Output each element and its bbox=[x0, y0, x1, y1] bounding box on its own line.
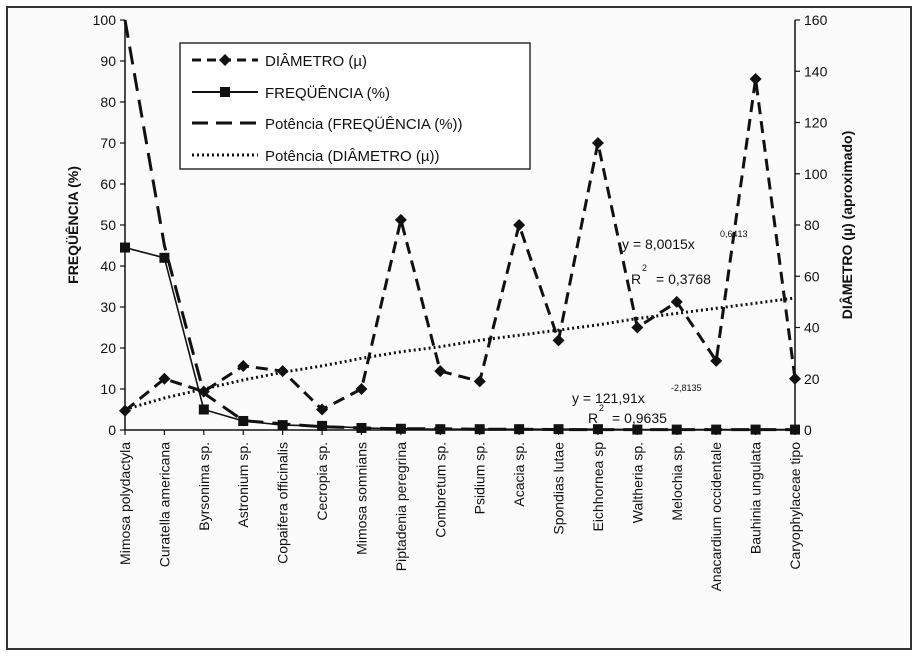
y-right-tick-label: 20 bbox=[804, 371, 820, 387]
legend-label: FREQÜÊNCIA (%) bbox=[265, 84, 390, 102]
x-category-label: Spondias lutae bbox=[551, 442, 567, 535]
y-right-tick-label: 60 bbox=[804, 268, 820, 284]
y-left-tick-label: 80 bbox=[100, 94, 116, 110]
data-point-square bbox=[198, 404, 209, 415]
legend-label: Potência (FREQÜÊNCIA (%)) bbox=[265, 115, 463, 133]
x-category-label: Cecropia sp. bbox=[314, 442, 330, 521]
y-right-tick-label: 160 bbox=[804, 12, 828, 28]
data-point-diamond bbox=[710, 354, 723, 367]
x-category-label: Acacia sp. bbox=[511, 442, 527, 507]
legend-box bbox=[179, 42, 531, 170]
x-category-label: Mimosa somnians bbox=[353, 442, 369, 555]
data-point-diamond bbox=[670, 295, 683, 308]
x-category-label: Anacardium occidentale bbox=[708, 442, 724, 592]
series-0 bbox=[119, 72, 801, 417]
data-point-square bbox=[474, 424, 485, 435]
x-category-label: Astronium sp. bbox=[235, 442, 251, 528]
y-left-tick-label: 60 bbox=[100, 176, 116, 192]
data-point-diamond bbox=[394, 213, 407, 226]
y-right-axis-title: DIÂMETRO (µ) (aproximado) bbox=[838, 131, 855, 320]
data-point-diamond bbox=[158, 372, 171, 385]
series-2 bbox=[123, 19, 795, 432]
x-category-label: Piptadenia peregrina bbox=[393, 442, 409, 571]
legend-entry-potencia-diametro: Potência (DIÂMETRO (µ)) bbox=[192, 148, 440, 165]
data-point-diamond bbox=[591, 137, 604, 149]
x-category-label: Byrsonima sp. bbox=[196, 442, 212, 531]
y-left-tick-label: 0 bbox=[108, 422, 116, 438]
data-point-square bbox=[317, 420, 328, 431]
legend: DIÂMETRO (µ) FREQÜÊNCIA (%) Potência (FR… bbox=[179, 42, 531, 170]
equation-exponent: -2,8135 bbox=[671, 383, 702, 393]
diametro-equation: y = 8,0015x 0,6413 R 2 = 0,3768 bbox=[622, 229, 748, 287]
data-point-diamond bbox=[119, 404, 131, 417]
series-line bbox=[124, 296, 796, 411]
data-point-square bbox=[238, 415, 249, 426]
x-category-label: Melochia sp. bbox=[669, 442, 685, 521]
equation-text: y = 121,91x bbox=[572, 390, 645, 406]
data-point-diamond bbox=[552, 334, 565, 347]
data-point-diamond bbox=[276, 365, 289, 378]
y-left-axis-title: FREQÜÊNCIA (%) bbox=[64, 166, 81, 284]
x-category-label: Mimosa polydactyla bbox=[117, 442, 133, 565]
y-right-tick-label: 80 bbox=[804, 217, 820, 233]
r-squared-label: R bbox=[631, 271, 641, 287]
legend-entry-potencia-frequencia: Potência (FREQÜÊNCIA (%)) bbox=[192, 115, 463, 133]
data-point-square bbox=[395, 423, 406, 434]
data-point-diamond bbox=[513, 219, 526, 231]
r-squared-value: = 0,9635 bbox=[612, 410, 667, 426]
x-category-label: Combretum sp. bbox=[432, 442, 448, 538]
square-marker-icon bbox=[220, 87, 230, 97]
y-right-tick-label: 40 bbox=[804, 320, 820, 336]
y-left-tick-label: 40 bbox=[100, 258, 116, 274]
frequencia-equation: y = 121,91x -2,8135 R 2 = 0,9635 bbox=[572, 383, 702, 426]
data-point-square bbox=[671, 424, 682, 435]
y-right-tick-label: 140 bbox=[804, 63, 828, 79]
x-category-label: Waltheria sp. bbox=[629, 442, 645, 523]
equation-exponent: 0,6413 bbox=[720, 229, 748, 239]
series-line bbox=[124, 77, 797, 412]
x-category-label: Copaifera officinalis bbox=[275, 442, 291, 564]
data-point-diamond bbox=[316, 403, 329, 416]
y-left-tick-label: 90 bbox=[100, 53, 116, 69]
y-left-tick-label: 70 bbox=[100, 135, 116, 151]
axes: 0 10 20 30 40 50 60 70 80 90 100 0 20 40 60 80 100 120 140… bbox=[93, 12, 828, 591]
data-point-diamond bbox=[789, 372, 801, 385]
legend-label: Potência (DIÂMETRO (µ)) bbox=[265, 148, 440, 165]
r-squared-label: R bbox=[588, 410, 598, 426]
y-right-tick-label: 100 bbox=[804, 166, 828, 182]
y-left-tick-label: 20 bbox=[100, 340, 116, 356]
chart-marks bbox=[119, 19, 801, 435]
y-left-tick-label: 30 bbox=[100, 299, 116, 315]
diamond-marker-icon bbox=[219, 54, 231, 66]
data-point-diamond bbox=[749, 72, 762, 85]
data-point-diamond bbox=[237, 359, 250, 372]
x-category-label: Caryophylaceae tipo bbox=[787, 442, 803, 570]
r-squared-value: = 0,3768 bbox=[656, 271, 711, 287]
y-left-tick-label: 100 bbox=[93, 12, 117, 28]
x-category-label: Eichhornea sp bbox=[590, 442, 606, 532]
data-point-diamond bbox=[434, 365, 447, 378]
x-category-label: Psidium sp. bbox=[472, 442, 488, 514]
r-squared-exponent: 2 bbox=[642, 263, 647, 273]
y-right-tick-label: 0 bbox=[804, 422, 812, 438]
equation-text: y = 8,0015x bbox=[622, 236, 695, 252]
x-category-label: Curatella americana bbox=[156, 442, 172, 567]
legend-entry-frequencia: FREQÜÊNCIA (%) bbox=[192, 84, 390, 102]
data-point-square bbox=[120, 242, 130, 253]
series-3 bbox=[124, 296, 796, 411]
y-right-tick-label: 120 bbox=[804, 115, 828, 131]
y-left-tick-label: 50 bbox=[100, 217, 116, 233]
data-point-square bbox=[159, 252, 170, 263]
legend-entry-diametro: DIÂMETRO (µ) bbox=[192, 53, 367, 70]
y-left-tick-label: 10 bbox=[100, 381, 116, 397]
data-point-diamond bbox=[631, 321, 644, 334]
legend-label: DIÂMETRO (µ) bbox=[265, 53, 367, 70]
r-squared-exponent: 2 bbox=[599, 403, 604, 413]
series-line bbox=[123, 19, 795, 432]
data-point-diamond bbox=[473, 375, 486, 388]
data-point-diamond bbox=[355, 383, 368, 395]
x-category-label: Bauhinia ungulata bbox=[748, 442, 764, 554]
data-point-square bbox=[750, 424, 761, 435]
